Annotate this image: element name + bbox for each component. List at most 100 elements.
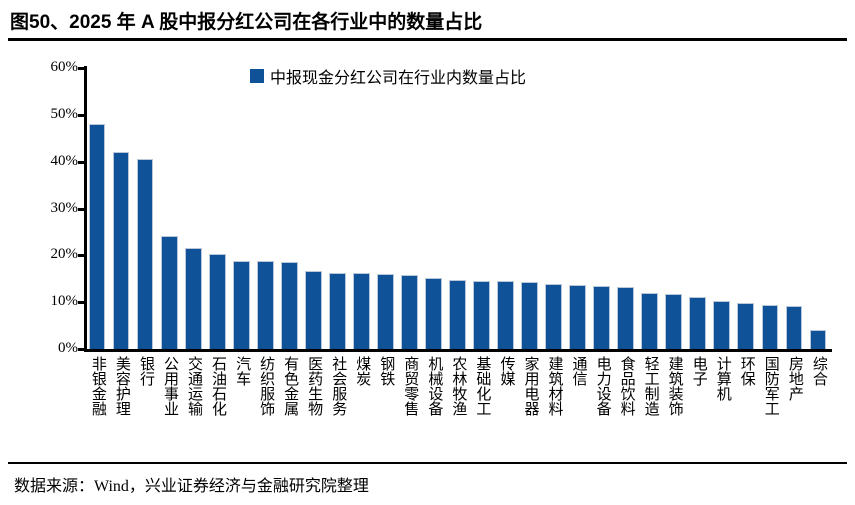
bar[interactable] (376, 274, 394, 349)
category-label-text: 基础化工 (474, 356, 491, 416)
x-axis-tick-label: 环保 (734, 356, 758, 386)
bar[interactable] (425, 278, 442, 349)
category-label-text: 社会服务 (330, 356, 347, 416)
bar[interactable] (112, 152, 130, 349)
bar[interactable] (689, 297, 707, 349)
bar[interactable] (713, 300, 731, 349)
category-label-text: 传媒 (498, 356, 515, 386)
bar[interactable] (136, 159, 154, 349)
bar-slot (277, 68, 301, 349)
x-axis-tick-label: 非银金融 (85, 356, 109, 416)
bar-slot (205, 68, 229, 349)
y-axis-tick-label: 50% (50, 105, 79, 122)
bar[interactable] (761, 304, 779, 349)
bar[interactable] (497, 281, 514, 349)
bar[interactable] (184, 248, 202, 349)
bar[interactable] (569, 284, 587, 349)
category-label-text: 食品饮料 (618, 356, 635, 416)
y-axis-tick-label: 0% (58, 340, 78, 356)
bar[interactable] (160, 236, 178, 349)
bar[interactable] (304, 270, 322, 349)
x-axis-tick-label: 建筑装饰 (662, 356, 686, 416)
x-axis-tick-label: 机械设备 (421, 356, 445, 416)
bar[interactable] (328, 272, 346, 349)
bar-slot (662, 68, 686, 349)
bar[interactable] (449, 280, 466, 349)
x-axis-tick-label: 建筑材料 (542, 356, 566, 416)
x-axis-tick-label: 医药生物 (301, 356, 325, 416)
bar[interactable] (593, 285, 611, 349)
bar-slot (782, 68, 806, 349)
bar-slot (157, 68, 181, 349)
category-label-text: 建筑材料 (546, 356, 563, 416)
category-label-text: 电子 (690, 356, 707, 386)
category-label-text: 建筑装饰 (666, 356, 683, 416)
bar[interactable] (545, 284, 563, 349)
bar[interactable] (232, 260, 250, 349)
bar[interactable] (401, 275, 418, 349)
category-label-text: 综合 (810, 356, 827, 386)
bar[interactable] (737, 303, 755, 349)
plot-area (85, 68, 830, 349)
x-axis-tick-label: 农林牧渔 (445, 356, 469, 416)
bar-slot (806, 68, 830, 349)
bar[interactable] (88, 124, 106, 349)
category-label-text: 国防军工 (762, 356, 779, 416)
y-axis-tick-label: 30% (50, 199, 79, 216)
footer-divider (8, 462, 847, 464)
category-label-text: 石油石化 (210, 356, 227, 416)
bar[interactable] (617, 287, 635, 349)
chart-canvas: 中报现金分红公司在行业内数量占比 60% 50% 40% 30% 20% 10% 0% 非银… (0, 44, 855, 459)
x-axis-tick-label: 银行 (133, 356, 157, 386)
x-axis-tick-label: 综合 (806, 356, 830, 386)
bar-slot (109, 68, 133, 349)
bar[interactable] (785, 305, 803, 349)
bar-slot (445, 68, 469, 349)
title-bar: 图50、2025 年 A 股中报分红公司在各行业中的数量占比 (10, 4, 845, 36)
x-axis-line (84, 349, 832, 352)
bar[interactable] (208, 254, 226, 349)
bar-slot (758, 68, 782, 349)
y-axis-tick-label: 40% (50, 152, 79, 169)
x-axis-tick-label: 食品饮料 (614, 356, 638, 416)
bar[interactable] (280, 262, 298, 349)
y-axis-tick-mark (78, 254, 87, 258)
x-axis-tick-label: 社会服务 (325, 356, 349, 416)
x-axis-tick-label: 纺织服饰 (253, 356, 277, 416)
y-axis-tick-label: 60% (50, 59, 79, 75)
bar-slot (373, 68, 397, 349)
bar[interactable] (521, 281, 538, 349)
bar-slot (85, 68, 109, 349)
x-axis-tick-label: 家用电器 (518, 356, 542, 416)
x-axis-tick-label: 公用事业 (157, 356, 181, 416)
x-axis-tick-label: 通信 (566, 356, 590, 386)
bar-slot (421, 68, 445, 349)
y-axis-tick-mark (78, 301, 87, 305)
bar-slot (301, 68, 325, 349)
bar-slot (349, 68, 373, 349)
category-label-text: 煤炭 (354, 356, 371, 386)
bar-slot (325, 68, 349, 349)
bar-slot (710, 68, 734, 349)
bar-slot (734, 68, 758, 349)
x-axis-tick-label: 商贸零售 (397, 356, 421, 416)
legend-swatch-icon (250, 69, 264, 83)
x-axis-tick-label: 煤炭 (349, 356, 373, 386)
y-axis-tick-mark (78, 113, 87, 117)
bar[interactable] (665, 294, 683, 349)
x-axis-tick-label: 电子 (686, 356, 710, 386)
bar-slot (614, 68, 638, 349)
bar-slot (133, 68, 157, 349)
bar[interactable] (256, 261, 274, 349)
x-axis-tick-label: 钢铁 (373, 356, 397, 386)
category-label-text: 通信 (570, 356, 587, 386)
legend-label: 中报现金分红公司在行业内数量占比 (270, 70, 527, 87)
bar[interactable] (809, 330, 827, 349)
bar[interactable] (473, 280, 490, 349)
x-axis-tick-label: 轻工制造 (638, 356, 662, 416)
y-axis-labels: 60% 50% 40% 30% 20% 10% 0% (8, 44, 79, 374)
bar[interactable] (641, 292, 659, 349)
category-label-text: 计算机 (714, 356, 731, 401)
bar[interactable] (352, 273, 370, 349)
